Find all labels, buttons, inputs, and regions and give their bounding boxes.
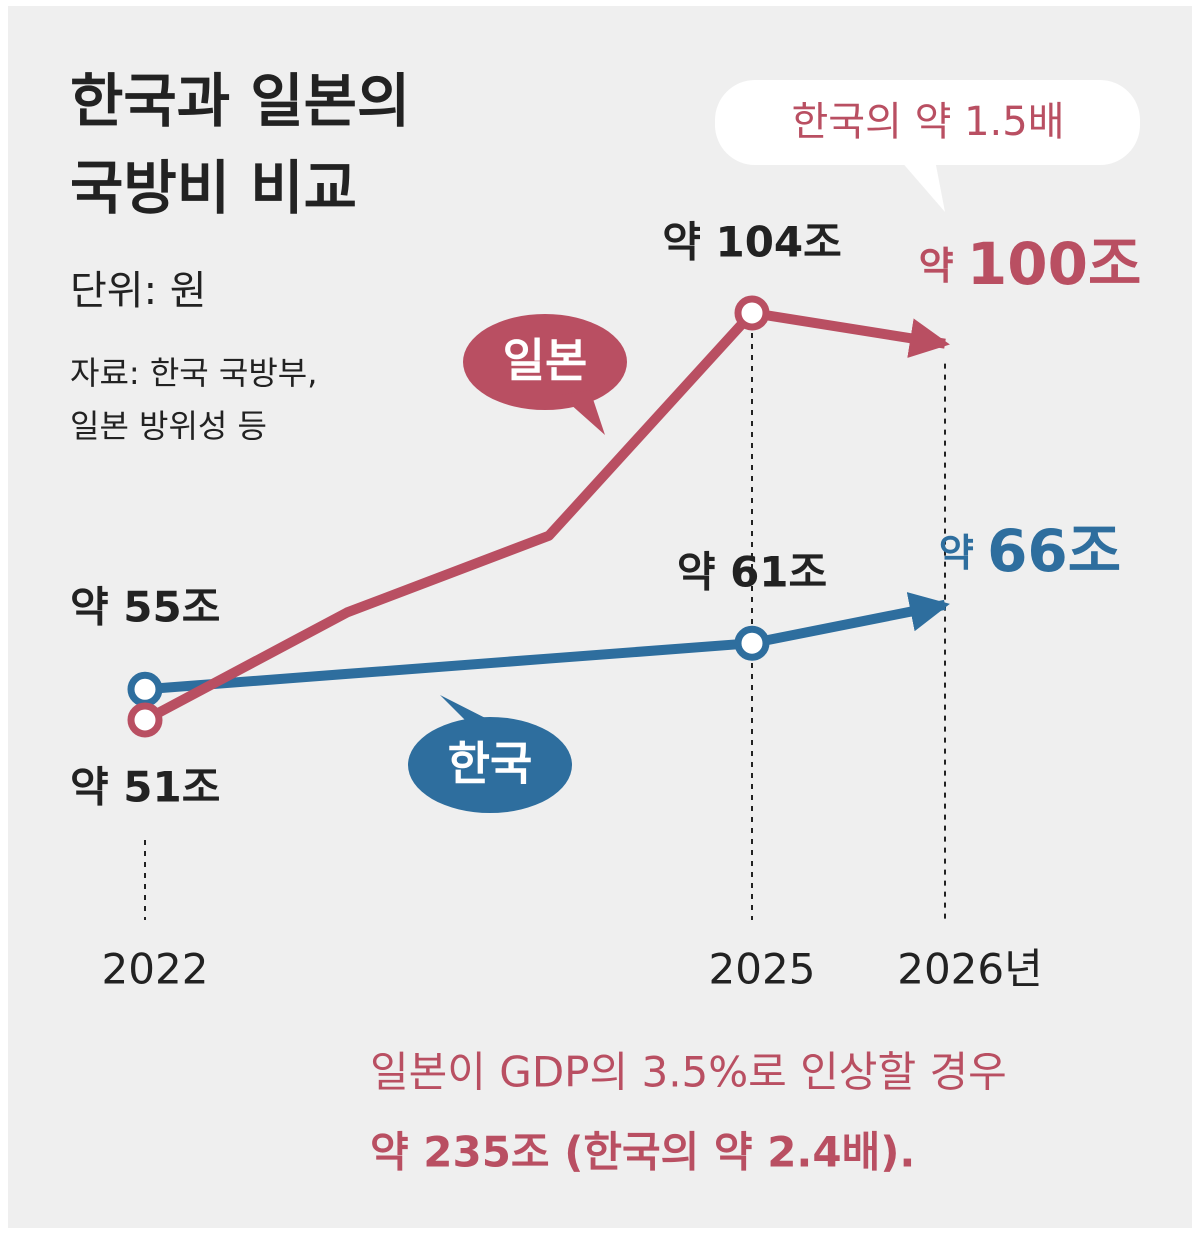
legend-label: 한국 bbox=[448, 737, 533, 791]
note: 약 235조 (한국의 약 2.4배). bbox=[370, 1128, 915, 1177]
value-label: 약 51조 bbox=[70, 763, 220, 812]
point bbox=[127, 671, 163, 707]
value-label: 약 100조 bbox=[919, 230, 1142, 298]
note: 일본이 GDP의 3.5%로 인상할 경우 bbox=[370, 1048, 1007, 1097]
point bbox=[734, 625, 770, 661]
value-label: 약 104조 bbox=[662, 217, 842, 266]
point bbox=[127, 702, 163, 738]
background bbox=[8, 6, 1192, 1228]
title: 국방비 비교 bbox=[70, 154, 357, 222]
legend-label: 일본 bbox=[503, 334, 588, 388]
x-tick-label: 2025 bbox=[709, 945, 816, 994]
title: 한국과 일본의 bbox=[70, 67, 410, 135]
unit: 단위: 원 bbox=[70, 268, 207, 314]
callout: 한국의 약 1.5배 bbox=[715, 80, 1140, 212]
value-label: 약 66조 bbox=[939, 517, 1121, 585]
legend-bubble bbox=[408, 314, 627, 813]
series-line bbox=[142, 307, 950, 725]
source: 자료: 한국 국방부, bbox=[70, 354, 317, 392]
value-label: 약 55조 bbox=[70, 583, 220, 632]
x-tick-label: 2026년 bbox=[897, 945, 1043, 994]
source: 일본 방위성 등 bbox=[70, 407, 267, 445]
x-tick-label: 2022 bbox=[102, 945, 209, 994]
value-label: 약 61조 bbox=[677, 548, 827, 597]
point bbox=[734, 295, 770, 331]
callout-text: 한국의 약 1.5배 bbox=[791, 99, 1064, 145]
series-line bbox=[144, 592, 950, 695]
